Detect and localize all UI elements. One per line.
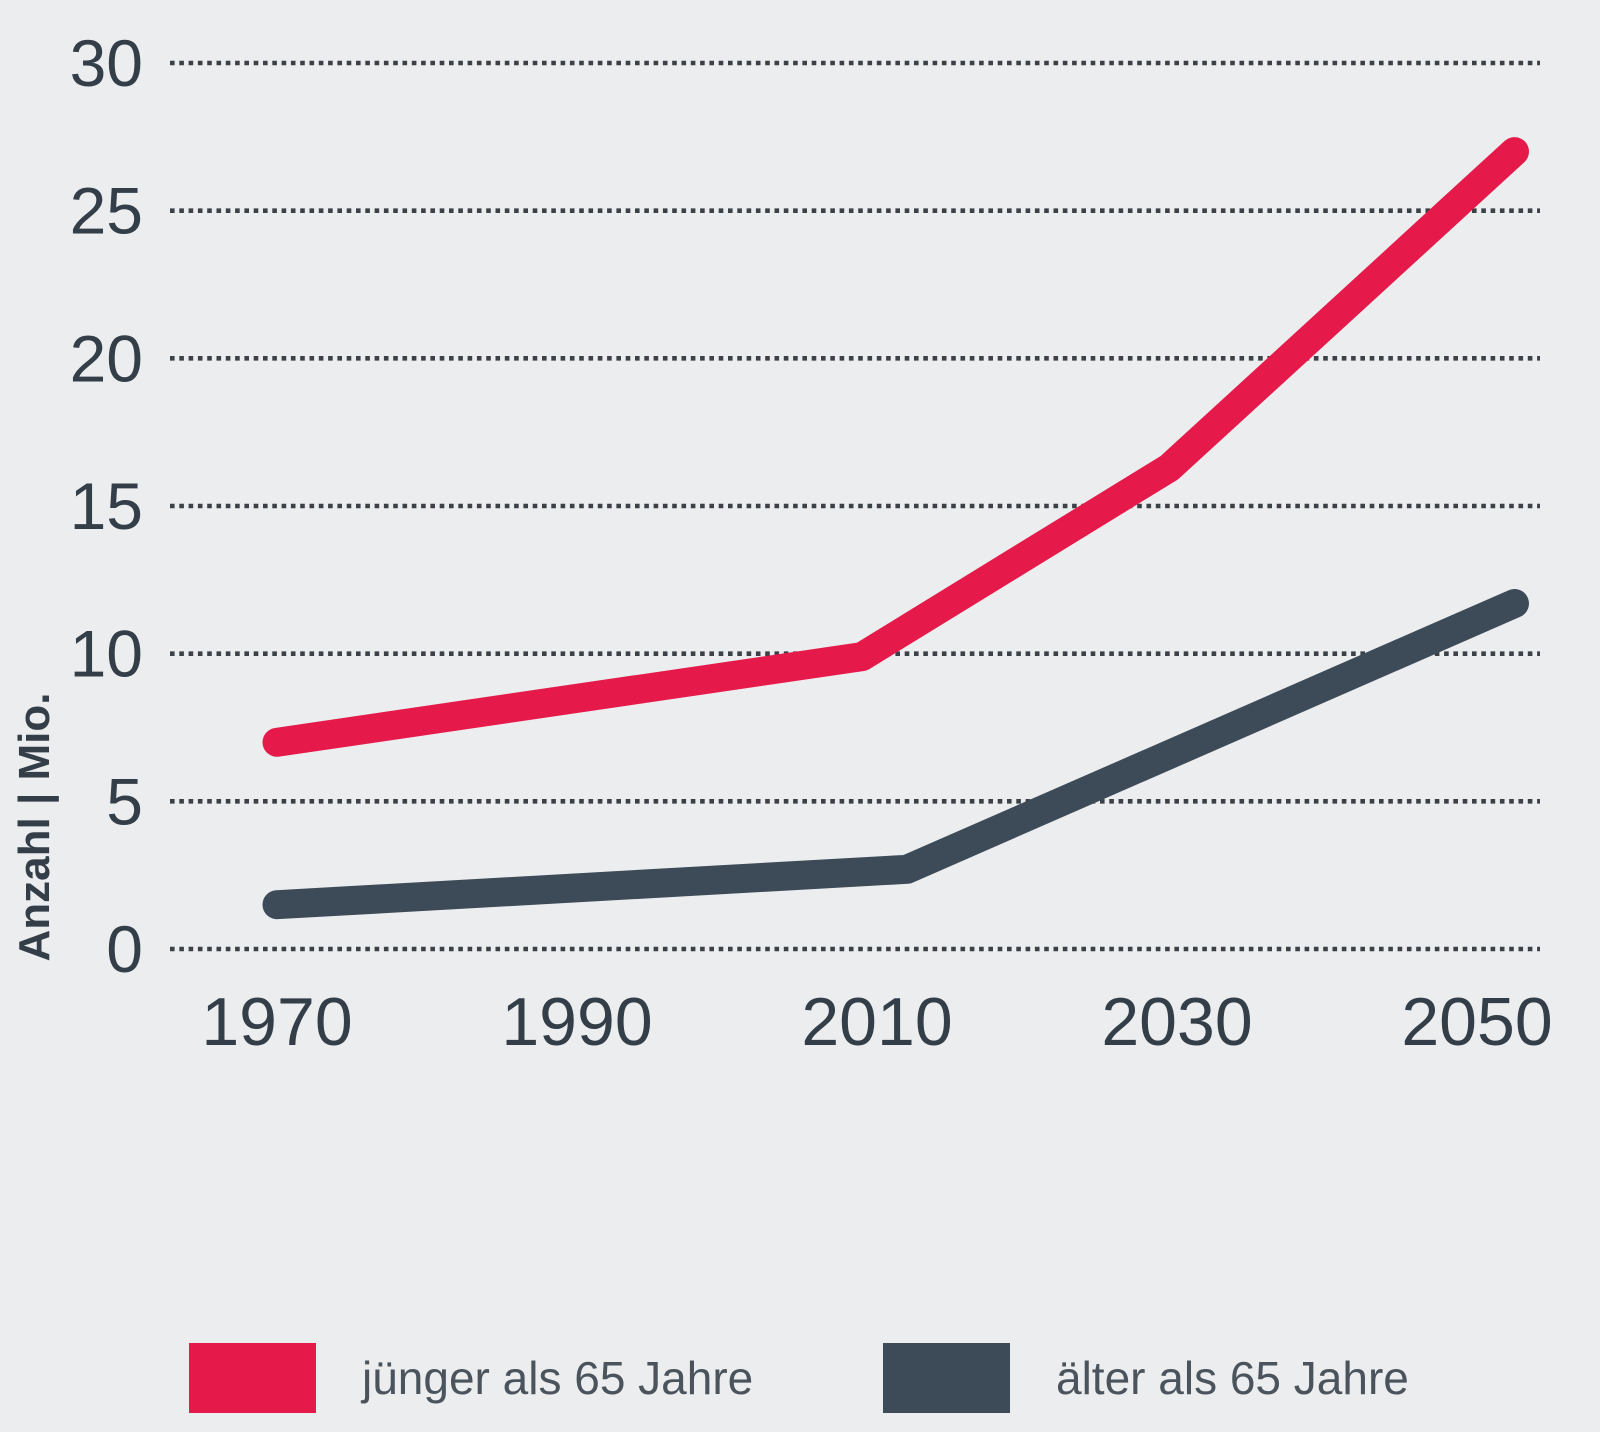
legend-swatch-juenger-als-65 [189,1343,316,1413]
y-tick-label-10: 10 [70,617,143,691]
legend-label-aelter-als-65: älter als 65 Jahre [1056,1352,1409,1404]
y-tick-label-25: 25 [70,174,143,248]
x-tick-label-1970: 1970 [201,984,352,1060]
x-tick-label-2010: 2010 [801,984,952,1060]
x-tick-label-2030: 2030 [1101,984,1252,1060]
legend-item-aelter-als-65: älter als 65 Jahre [883,1343,1409,1413]
y-tick-label-15: 15 [70,469,143,543]
legend: jünger als 65 Jahre älter als 65 Jahre [0,1343,1600,1413]
series-line-0 [262,137,1529,757]
y-tick-label-30: 30 [70,26,143,100]
y-tick-label-5: 5 [106,764,143,838]
y-tick-label-0: 0 [106,912,143,986]
gridlines [170,60,1540,952]
series-lines [262,137,1529,920]
y-tick-label-20: 20 [70,321,143,395]
legend-label-juenger-als-65: jünger als 65 Jahre [362,1352,754,1404]
x-tick-labels: 1970 1990 2010 2030 2050 [201,984,1552,1060]
legend-swatch-aelter-als-65 [883,1343,1010,1413]
y-axis-title: Anzahl | Mio. [10,693,60,962]
y-tick-labels: 0 5 10 15 20 25 30 [70,26,143,986]
x-tick-label-1990: 1990 [501,984,652,1060]
x-tick-label-2050: 2050 [1401,984,1552,1060]
series-line-1 [262,589,1529,920]
legend-item-juenger-als-65: jünger als 65 Jahre [189,1343,753,1413]
